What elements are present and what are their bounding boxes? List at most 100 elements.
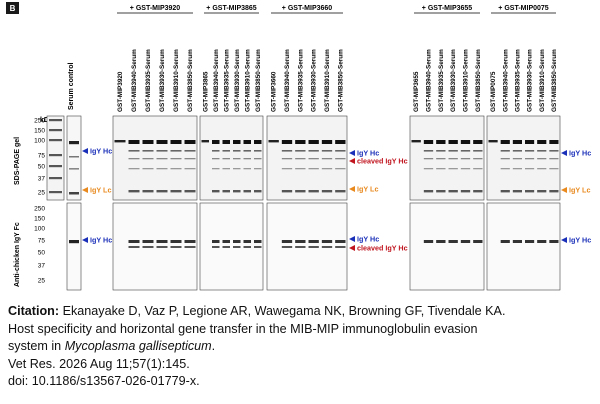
control-band <box>69 156 79 158</box>
igy-hc-band <box>525 140 535 144</box>
minor-band <box>512 168 522 170</box>
igy-hc-wb-right-label: IgY Hc <box>569 236 591 245</box>
igy-hc-control-arrow-icon <box>82 148 88 154</box>
wb-panel <box>199 202 264 291</box>
igy-hc-control-label: IgY Hc <box>90 147 112 156</box>
igy-lc-band <box>423 190 434 193</box>
lane-label: GST-MIB3910-Serum <box>244 49 251 112</box>
igy-hc-band <box>335 140 346 144</box>
wb-hc-band <box>436 240 446 243</box>
cleaved-band <box>537 150 547 152</box>
group-title: + GST-MIP3865 <box>206 5 256 12</box>
igy-lc-band <box>436 190 446 193</box>
citation-title-line-2: system in Mycoplasma gallisepticum. <box>8 338 593 356</box>
igy-lc-mid-label: IgY Lc <box>357 185 378 194</box>
igy-hc-band <box>537 140 547 144</box>
ladder-band <box>49 139 62 142</box>
igy-lc-band <box>254 190 262 193</box>
wb-hc-band <box>321 240 333 243</box>
cleaved-band <box>423 150 434 152</box>
minor-band <box>254 168 262 170</box>
igy-hc-band <box>549 140 559 144</box>
panel-label: B <box>10 4 16 13</box>
igy-lc-band <box>512 190 522 193</box>
minor-band <box>222 168 230 170</box>
wb-cleaved-band <box>243 246 251 248</box>
igy-lc-band <box>295 190 306 193</box>
minor-band <box>184 168 196 170</box>
igy-hc-band <box>281 140 293 144</box>
minor-band <box>500 158 510 160</box>
citation-block: Citation: Ekanayake D, Vaz P, Legione AR… <box>8 303 593 391</box>
wb-cleaved-band <box>222 246 230 248</box>
ladder-band <box>49 154 62 157</box>
lane-label: GST-MIP0075 <box>490 71 497 112</box>
wb-hc-band <box>170 240 182 243</box>
cleaved-band <box>525 150 535 152</box>
igy-lc-band <box>473 190 483 193</box>
cleaved-band <box>212 150 220 152</box>
minor-band <box>156 158 168 160</box>
igy-hc-band <box>512 140 522 144</box>
wb-hc-band <box>128 240 140 243</box>
minor-band <box>254 158 262 160</box>
serum-control-label: Serum control <box>68 62 75 110</box>
wb-hc-band <box>525 240 535 243</box>
minor-band <box>212 158 220 160</box>
wb-hc-band <box>512 240 522 243</box>
minor-band <box>423 158 434 160</box>
mip-band <box>201 140 209 143</box>
lane-label: GST-MIB3935-Serum <box>223 49 230 112</box>
igy-hc-band <box>473 140 483 144</box>
igy-lc-band <box>281 190 293 193</box>
igy-hc-band <box>128 140 140 144</box>
lane-label: GST-MIB3930-Serum <box>311 49 318 112</box>
igy-lc-band <box>233 190 241 193</box>
sds-panel <box>486 115 561 201</box>
igy-lc-band <box>448 190 458 193</box>
igy-hc-band <box>156 140 168 144</box>
cleaved-wb-mid-arrow-icon <box>349 245 355 251</box>
cleaved-band <box>448 150 458 152</box>
lane-label: GST-MIP3865 <box>202 71 209 112</box>
igy-hc-wb-right-arrow-icon <box>561 237 567 243</box>
minor-band <box>243 158 251 160</box>
marker-label: 250 <box>34 206 45 213</box>
control-band <box>69 141 79 145</box>
cleaved-band <box>222 150 230 152</box>
igy-lc-mid-arrow-icon <box>349 186 355 192</box>
cleaved-band <box>460 150 471 152</box>
minor-band <box>448 168 458 170</box>
cleaved-band <box>128 150 140 152</box>
citation-title-line-1: Host specificity and horizontal gene tra… <box>8 321 478 336</box>
citation-authors: Ekanayake D, Vaz P, Legione AR, Wawegama… <box>62 304 506 318</box>
minor-band <box>295 158 306 160</box>
wb-panel <box>112 202 198 291</box>
lane-label: GST-MIB3930-Serum <box>234 49 241 112</box>
marker-label: 150 <box>34 128 45 135</box>
lane-label: GST-MIB3940-Serum <box>502 49 509 112</box>
igy-lc-band <box>537 190 547 193</box>
ladder-panel-top <box>46 115 65 201</box>
lane-label: GST-MIB3850-Serum <box>187 49 194 112</box>
minor-band <box>537 168 547 170</box>
control-panel-bottom <box>66 202 82 291</box>
lane-label: GST-MIB3910-Serum <box>463 49 470 112</box>
minor-band <box>233 168 241 170</box>
minor-band <box>321 168 333 170</box>
wb-cleaved-band <box>335 246 346 248</box>
lane-label: GST-MIB3940-Serum <box>426 49 433 112</box>
igy-hc-band <box>423 140 434 144</box>
cleaved-band <box>549 150 559 152</box>
igy-hc-band <box>222 140 230 144</box>
cleaved-band <box>281 150 293 152</box>
marker-label: 50 <box>38 164 46 171</box>
minor-band <box>184 158 196 160</box>
wb-hc-band <box>460 240 471 243</box>
wb-cleaved-band <box>281 246 293 248</box>
kda-markers: 250 150 100 75 50 37 25 250 150 100 75 50 37 25 <box>34 115 82 291</box>
minor-band <box>549 158 559 160</box>
igy-lc-control-arrow-icon <box>82 187 88 193</box>
group-headers: + GST-MIP3920 + GST-MIP3865 + GST-MIP3660 +… <box>117 5 556 14</box>
wb-hc-band <box>281 240 293 243</box>
